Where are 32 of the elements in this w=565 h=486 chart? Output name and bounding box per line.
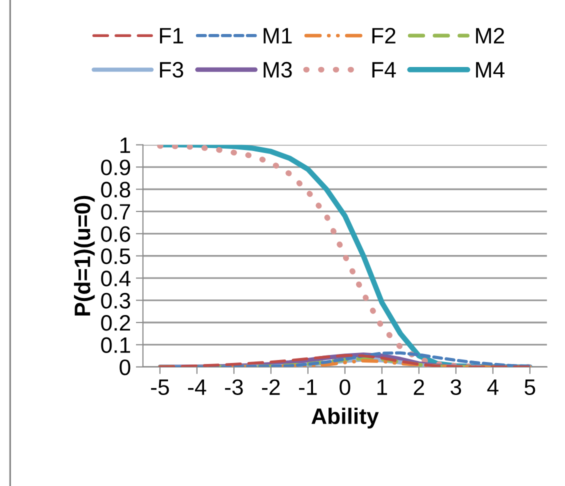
y-tick-label: 0.8 [101,182,130,198]
x-tick-label: -2 [262,379,280,395]
x-tick-label: -4 [188,380,206,395]
y-tick-label: 0.6 [101,226,130,242]
legend-label: M1 [264,28,292,44]
x-tick-label: 1 [377,380,388,395]
x-tick-label: 4 [487,380,498,395]
x-tick-label: 5 [524,380,536,396]
legend-label: F2 [372,28,396,44]
y-tick-label: 0.9 [101,160,130,176]
y-tick-label: 0 [120,359,130,376]
y-tick-label: 0.7 [101,204,130,220]
x-tick-label: 2 [414,379,424,395]
y-tick-label: 0.3 [101,292,130,309]
legend-label: M2 [476,28,504,44]
y-tick-label: 0.4 [101,270,130,286]
y-axis-title: P(d=1)(u=0) [74,196,95,316]
x-tick-label: 0 [340,379,350,396]
legend-label: M3 [264,62,292,78]
y-tick-label: 0.2 [101,315,130,331]
x-axis-title: Ability [312,408,379,428]
y-tick-label: 0.5 [101,248,130,264]
x-tick-label: -5 [151,380,169,396]
x-tick-label: -1 [299,380,317,395]
legend-label: F3 [160,62,184,78]
x-tick-label: 3 [450,379,462,396]
legend-label: F4 [372,62,396,78]
y-tick-label: 0.1 [101,337,130,353]
x-tick-label: -3 [225,379,243,396]
y-tick-label: 1 [120,138,130,153]
legend-label: M4 [476,62,504,78]
legend-label: F1 [160,28,184,44]
